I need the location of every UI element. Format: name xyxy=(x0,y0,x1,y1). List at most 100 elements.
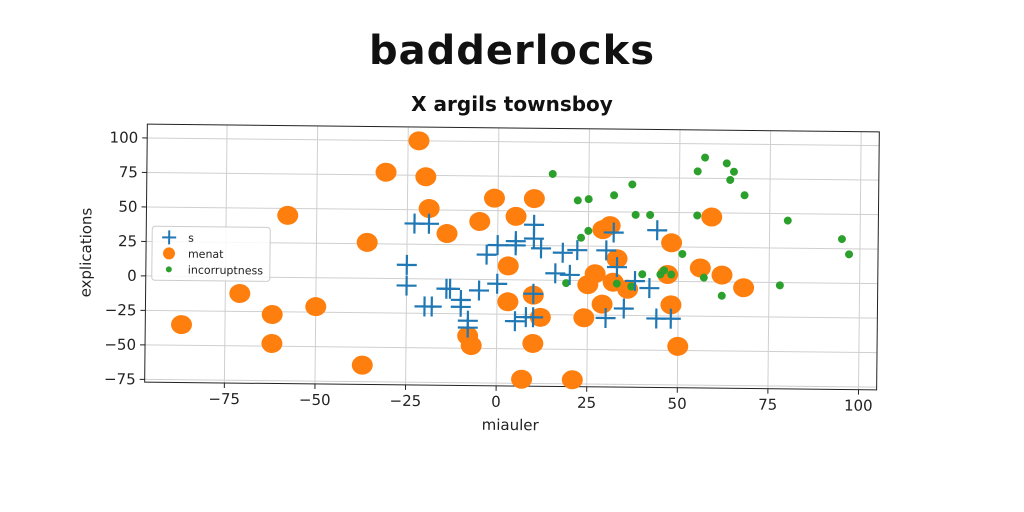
data-point xyxy=(577,233,586,242)
data-point xyxy=(638,270,647,279)
x-tick-label: 75 xyxy=(758,396,777,414)
data-point xyxy=(573,196,582,205)
data-point xyxy=(639,278,660,299)
data-point xyxy=(562,279,571,288)
data-point xyxy=(660,266,669,275)
data-point xyxy=(693,211,702,220)
data-point xyxy=(783,216,792,225)
data-point xyxy=(729,167,738,176)
grid-line-x xyxy=(586,128,590,387)
data-point xyxy=(375,162,397,182)
data-point xyxy=(460,336,482,356)
data-point xyxy=(469,211,491,231)
grid-line-y xyxy=(145,344,878,354)
x-axis-label: miauler xyxy=(482,416,540,435)
data-point xyxy=(573,308,595,328)
data-point xyxy=(596,240,617,261)
data-point xyxy=(717,291,726,300)
grid-line-x xyxy=(767,130,772,389)
data-point xyxy=(552,242,573,263)
data-point xyxy=(351,355,373,375)
y-tick-label: −50 xyxy=(104,335,136,353)
y-tick-label: −25 xyxy=(105,301,137,319)
data-point xyxy=(469,280,490,301)
grid-line-y xyxy=(145,309,878,319)
data-point xyxy=(396,275,417,296)
data-point xyxy=(408,131,430,151)
data-point xyxy=(689,258,711,278)
data-point xyxy=(627,282,636,291)
data-point xyxy=(396,254,417,275)
data-point xyxy=(693,167,702,176)
data-point xyxy=(436,224,458,244)
data-point xyxy=(603,222,624,243)
data-point xyxy=(415,167,437,187)
grid-line-y xyxy=(146,171,879,181)
legend-label: menat xyxy=(188,248,224,261)
y-tick-label: −75 xyxy=(104,370,136,388)
data-point xyxy=(646,210,655,219)
grid-line-x xyxy=(858,131,862,390)
data-point xyxy=(487,273,508,294)
data-point xyxy=(511,369,533,389)
data-point xyxy=(595,307,616,329)
data-point xyxy=(845,250,854,259)
legend-marker-plus xyxy=(162,230,177,245)
data-point xyxy=(561,370,583,390)
data-point xyxy=(660,308,681,329)
legend-label: s xyxy=(188,232,194,245)
y-axis-label: explications xyxy=(77,207,96,297)
data-point xyxy=(631,210,640,219)
data-point xyxy=(531,238,552,259)
legend-label: incorruptness xyxy=(188,264,264,278)
x-tick-label: −50 xyxy=(299,391,331,409)
data-point xyxy=(612,279,621,288)
data-point xyxy=(678,249,687,258)
data-point xyxy=(711,265,733,285)
data-point xyxy=(418,213,439,234)
data-point xyxy=(524,214,545,235)
data-point xyxy=(733,278,755,298)
data-point xyxy=(584,264,606,284)
data-point xyxy=(450,296,471,317)
data-point xyxy=(356,232,378,252)
data-point xyxy=(277,205,299,225)
data-point xyxy=(624,271,645,292)
plot-frame xyxy=(144,123,880,391)
data-point xyxy=(523,283,544,304)
y-tick-label: 75 xyxy=(119,163,138,181)
y-tick-label: 0 xyxy=(127,267,137,285)
data-point xyxy=(610,191,619,200)
data-point xyxy=(522,333,544,353)
data-point xyxy=(740,191,749,200)
data-point xyxy=(414,296,435,317)
data-point xyxy=(667,336,689,356)
x-tick-label: −75 xyxy=(208,390,240,408)
data-point xyxy=(261,333,283,353)
data-point xyxy=(584,226,593,235)
data-point xyxy=(667,270,676,279)
data-point xyxy=(567,240,588,261)
data-point xyxy=(613,298,634,319)
chart-subtitle: X argils townsboy xyxy=(411,92,613,116)
data-point xyxy=(545,263,566,284)
data-point xyxy=(584,195,593,204)
grid-line-x xyxy=(495,127,500,386)
grid-line-x xyxy=(314,125,319,384)
x-tick-label: 0 xyxy=(491,393,501,411)
x-tick-label: −25 xyxy=(389,392,421,410)
data-point xyxy=(559,264,580,285)
data-point xyxy=(476,244,497,265)
data-point xyxy=(305,297,327,317)
data-point xyxy=(628,180,637,189)
y-tick-label: 25 xyxy=(118,232,137,250)
legend: s menat incorruptness xyxy=(151,225,271,282)
chart-title: badderlocks xyxy=(368,28,656,74)
data-point xyxy=(701,207,723,227)
data-point xyxy=(699,273,708,282)
data-point xyxy=(647,220,668,241)
data-point xyxy=(775,281,784,290)
data-point xyxy=(701,153,710,162)
